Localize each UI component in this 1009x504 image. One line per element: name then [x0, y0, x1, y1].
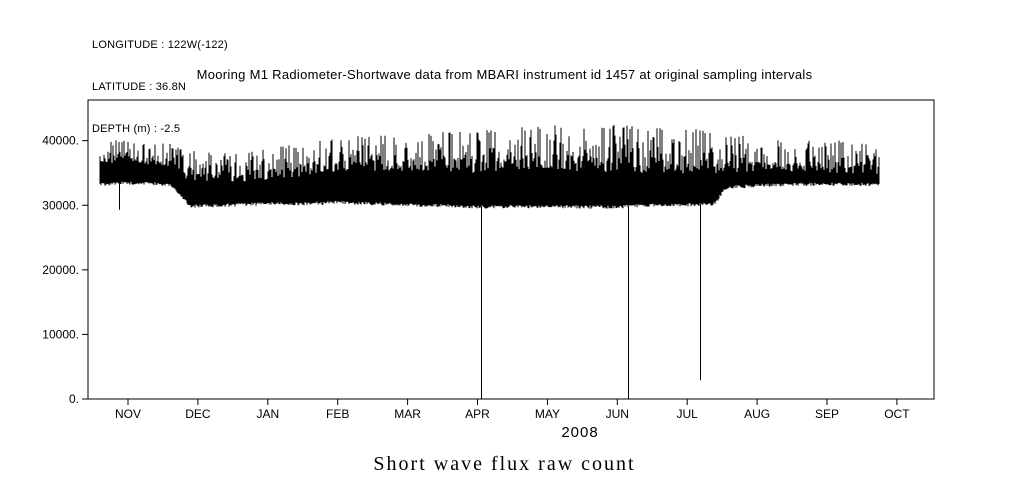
- x-tick-label: FEB: [326, 407, 349, 421]
- y-tick-label: 10000.: [42, 327, 79, 341]
- latitude-label: LATITUDE : 36.8N: [92, 81, 187, 93]
- y-tick-label: 40000.: [42, 134, 79, 148]
- depth-label: DEPTH (m) : -2.5: [92, 123, 181, 135]
- station-metadata: LONGITUDE : 122W(-122) LATITUDE : 36.8N …: [92, 10, 228, 164]
- x-axis-year-label: 2008: [561, 424, 599, 441]
- data-band: [99, 124, 880, 209]
- dropout-spikes: [119, 183, 701, 399]
- y-tick-label: 30000.: [42, 198, 79, 212]
- x-tick-label: DEC: [185, 407, 211, 421]
- y-tick-label: 20000.: [42, 263, 79, 277]
- x-tick-label: JUL: [677, 407, 699, 421]
- x-tick-label: JUN: [606, 407, 629, 421]
- x-tick-label: SEP: [815, 407, 839, 421]
- x-tick-label: MAY: [535, 407, 560, 421]
- longitude-label: LONGITUDE : 122W(-122): [92, 39, 228, 51]
- plot-title: Mooring M1 Radiometer-Shortwave data fro…: [196, 67, 813, 82]
- axes-box: [87, 99, 935, 400]
- x-tick-label: APR: [465, 407, 490, 421]
- x-tick-label: JAN: [256, 407, 279, 421]
- plot-caption: Short wave flux raw count: [373, 453, 636, 475]
- x-tick-label: OCT: [884, 407, 910, 421]
- x-tick-label: AUG: [744, 407, 770, 421]
- y-tick-label: 0.: [69, 392, 79, 406]
- x-tick-label: NOV: [115, 407, 141, 421]
- x-tick-label: MAR: [394, 407, 421, 421]
